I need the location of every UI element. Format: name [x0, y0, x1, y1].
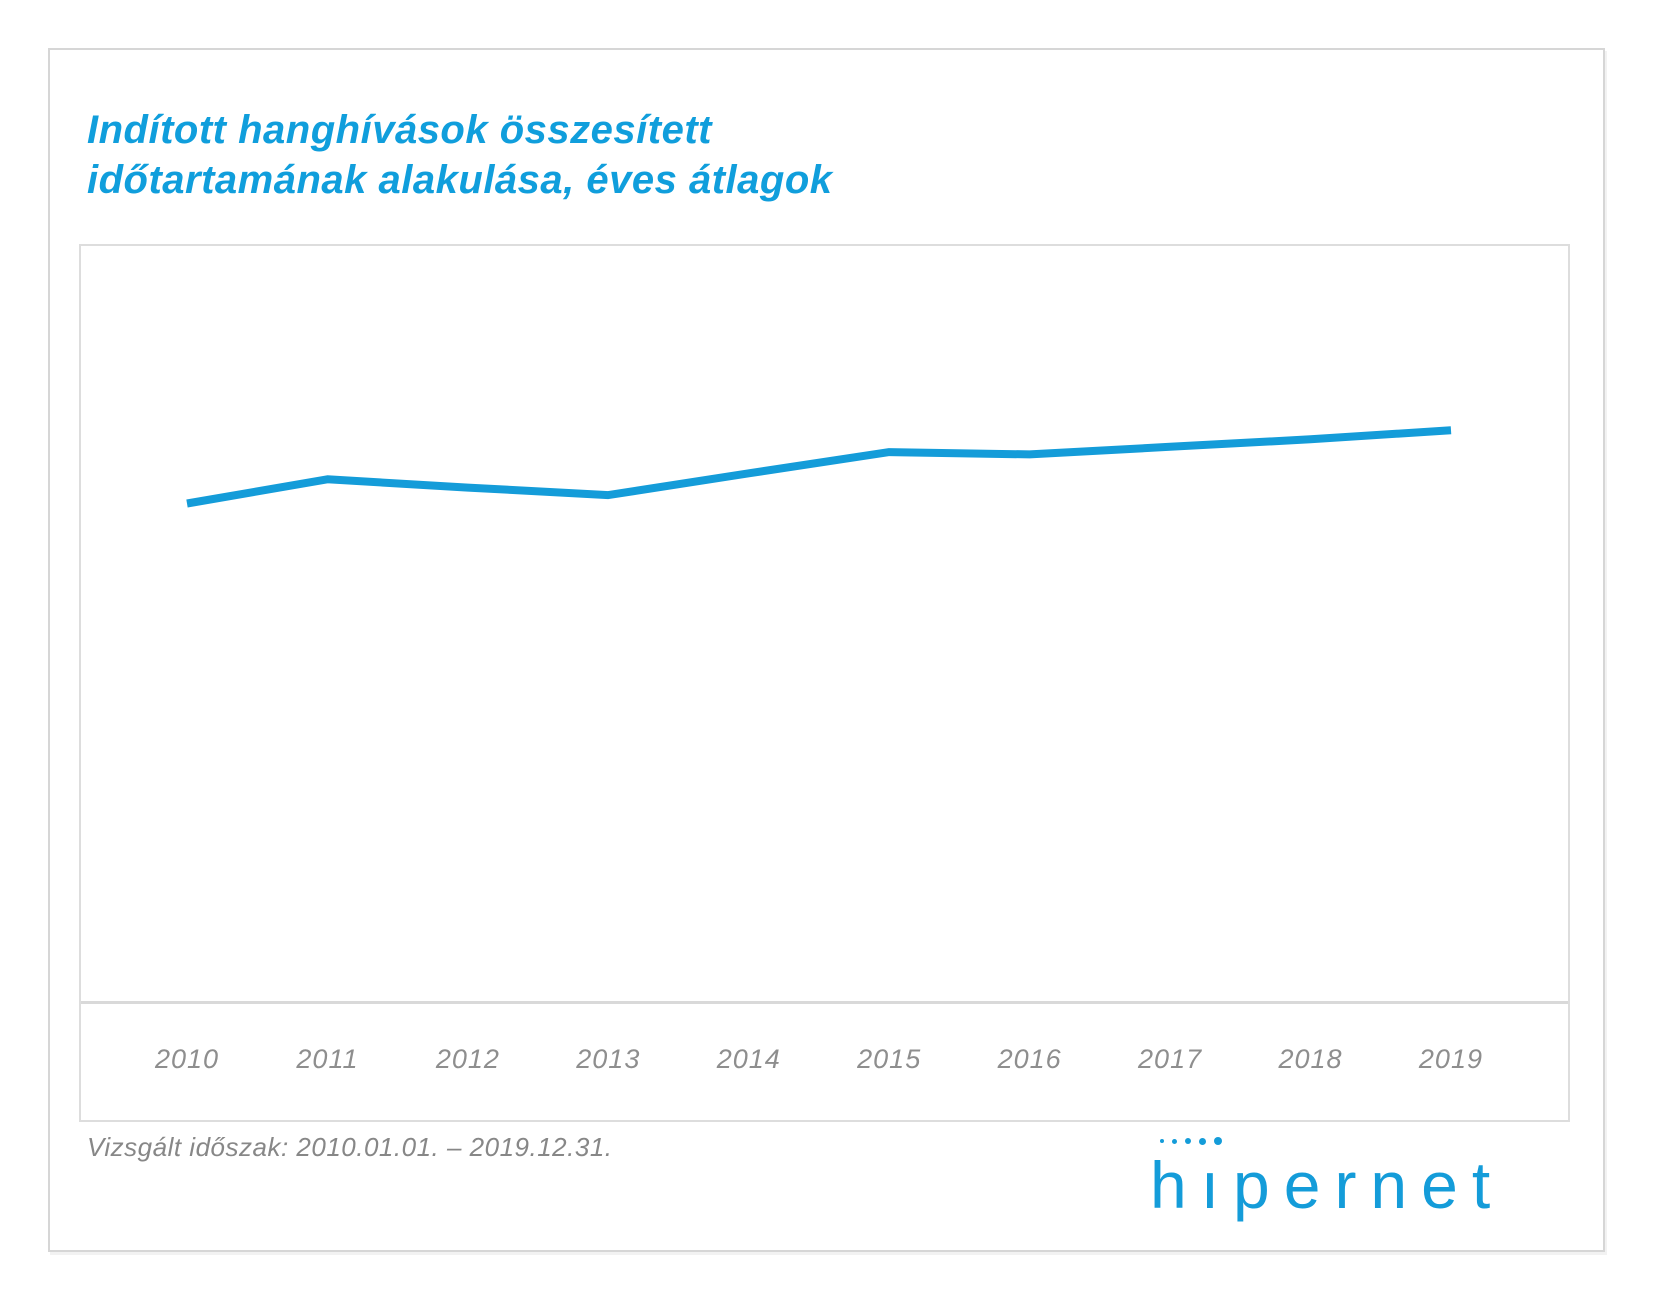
trend-line — [186, 426, 1452, 508]
page-title-line-1: Indított hanghívások összesített — [87, 108, 712, 152]
page-frame: Indított hanghívások összesített időtart… — [48, 48, 1605, 1252]
x-axis-label: 2013 — [576, 1044, 641, 1074]
x-axis-label: 2010 — [154, 1044, 220, 1074]
five-dots-ascending-icon — [1160, 1136, 1590, 1146]
hipernet-logo: hıpernet — [1150, 1136, 1590, 1218]
page-title: Indított hanghívások összesített időtart… — [87, 105, 833, 205]
page-title-line-2: időtartamának alakulása, éves átlagok — [87, 158, 833, 202]
x-axis-line — [81, 1001, 1568, 1004]
period-footnote: Vizsgált időszak: 2010.01.01. – 2019.12.… — [87, 1132, 613, 1162]
logo-text: hıpernet — [1150, 1148, 1505, 1222]
x-axis-label: 2019 — [1418, 1044, 1483, 1074]
logo-dot — [1172, 1138, 1177, 1144]
x-axis-label: 2016 — [997, 1044, 1062, 1074]
x-axis-labels: 2010 2011 2012 2013 2014 2015 2016 2017 2018 2019 — [81, 1004, 1568, 1120]
x-axis-label: 2012 — [435, 1044, 500, 1074]
logo-dot — [1185, 1138, 1191, 1144]
x-axis-label: 2018 — [1278, 1044, 1343, 1074]
x-axis-label: 2015 — [857, 1044, 922, 1074]
x-axis-label: 2017 — [1138, 1044, 1203, 1074]
x-axis-label: 2011 — [296, 1044, 359, 1074]
logo-dot — [1199, 1137, 1206, 1145]
line-chart — [186, 426, 1452, 508]
chart-container: 2010 2011 2012 2013 2014 2015 2016 2017 2018 2019 — [79, 244, 1570, 1122]
logo-dot — [1160, 1139, 1164, 1143]
x-axis-label: 2014 — [716, 1044, 781, 1074]
logo-dot — [1214, 1137, 1222, 1145]
